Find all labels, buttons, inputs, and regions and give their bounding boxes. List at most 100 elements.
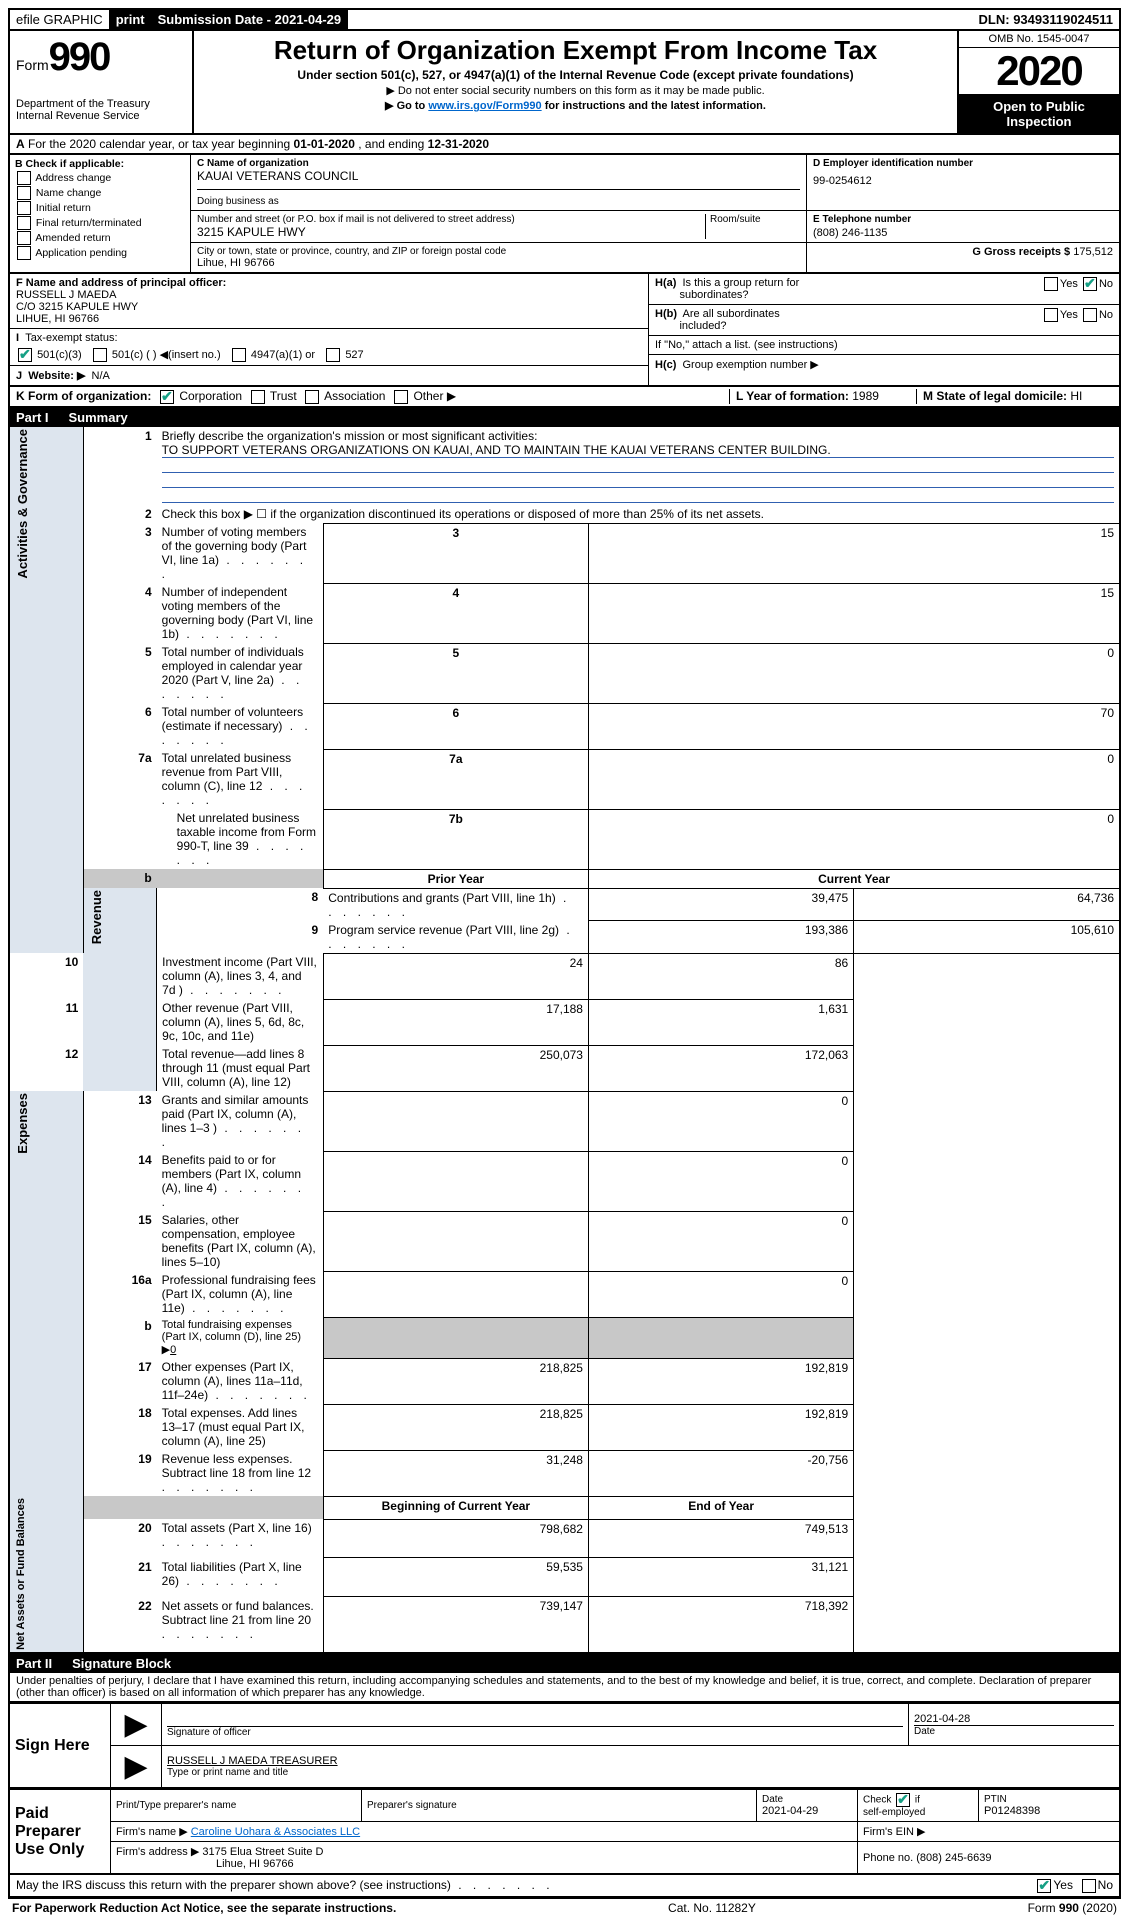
check-application-pending[interactable]: Application pending [15,246,185,260]
line11-prior: 17,188 [323,999,588,1045]
paid-preparer-block: Paid Preparer Use Only Print/Type prepar… [8,1789,1121,1875]
page-footer: For Paperwork Reduction Act Notice, see … [8,1898,1121,1917]
open-to-public: Open to Public Inspection [959,95,1119,133]
line16a-curr: 0 [588,1271,853,1317]
omb-number: OMB No. 1545-0047 [959,31,1119,48]
section-hc: H(c) Group exemption number ▶ [649,355,1119,374]
ha-no[interactable] [1083,277,1097,291]
sign-here-label: Sign Here [9,1704,111,1789]
line18-curr: 192,819 [588,1404,853,1450]
section-klm: K Form of organization: Corporation Trus… [8,387,1121,408]
dln: DLN: 93493119024511 [973,10,1119,29]
check-corporation[interactable] [160,390,174,404]
hb-yes[interactable] [1044,308,1058,322]
hb-no[interactable] [1083,308,1097,322]
check-final-return[interactable]: Final return/terminated [15,216,185,230]
check-name-change[interactable]: Name change [15,186,185,200]
check-trust[interactable] [251,390,265,404]
line22-curr: 718,392 [588,1597,853,1654]
line15-curr: 0 [588,1211,853,1271]
phone-value: (808) 246-1135 [813,227,1113,239]
line20-curr: 749,513 [588,1519,853,1558]
mission-text: TO SUPPORT VETERANS ORGANIZATIONS ON KAU… [162,443,1114,458]
check-address-change[interactable]: Address change [15,171,185,185]
line20-prior: 798,682 [323,1519,588,1558]
header-right: OMB No. 1545-0047 2020 Open to Public In… [959,31,1119,133]
instructions-link[interactable]: www.irs.gov/Form990 [428,100,541,112]
side-revenue: Revenue [89,890,104,944]
part1-header: Part I Summary [8,408,1121,427]
firm-addr1: 3175 Elua Street Suite D [202,1846,323,1858]
line11-curr: 1,631 [588,999,853,1045]
section-hb: H(b) Are all subordinates included? Yes … [649,305,1119,336]
line6-val: 70 [588,703,1120,749]
check-amended[interactable]: Amended return [15,231,185,245]
prep-date: 2021-04-29 [762,1805,852,1817]
section-b-checkboxes: B Check if applicable: Address change Na… [10,155,191,272]
tax-year: 2020 [959,48,1119,95]
check-527[interactable] [326,348,340,362]
section-ha: H(a) Is this a group return for subordin… [649,274,1119,305]
line13-curr: 0 [588,1091,853,1151]
firm-phone: (808) 245-6639 [916,1852,991,1864]
line3-val: 15 [588,523,1120,583]
sig-date: 2021-04-28 [914,1713,1114,1725]
side-governance: Activities & Governance [15,429,30,579]
firm-ein: Firm's EIN ▶ [858,1822,1121,1842]
line19-prior: 31,248 [323,1450,588,1496]
discuss-no[interactable] [1082,1879,1096,1893]
section-bcd: B Check if applicable: Address change Na… [8,155,1121,274]
check-4947[interactable] [232,348,246,362]
line5-val: 0 [588,643,1120,703]
paid-preparer-label: Paid Preparer Use Only [9,1790,111,1875]
side-netassets: Net Assets or Fund Balances [15,1498,27,1650]
discuss-row: May the IRS discuss this return with the… [8,1875,1121,1898]
line9-curr: 105,610 [854,921,1120,954]
check-initial-return[interactable]: Initial return [15,201,185,215]
line10-prior: 24 [323,953,588,999]
line17-curr: 192,819 [588,1358,853,1404]
firm-name-link[interactable]: Caroline Uohara & Associates LLC [191,1826,360,1838]
header-center: Return of Organization Exempt From Incom… [194,31,959,133]
department-label: Department of the Treasury Internal Reve… [16,98,186,122]
officer-addr1: C/O 3215 KAPULE HWY [16,301,642,313]
check-501c3[interactable] [18,348,32,362]
check-other[interactable] [394,390,408,404]
section-i: I Tax-exempt status: 501(c)(3) 501(c) ( … [10,329,648,366]
hb-note: If "No," attach a list. (see instruction… [649,336,1119,355]
org-name: KAUAI VETERANS COUNCIL [197,169,800,183]
gross-receipts: 175,512 [1073,246,1113,258]
line12-prior: 250,073 [323,1045,588,1091]
instructions-link-line: ▶ Go to www.irs.gov/Form990 for instruct… [202,99,949,112]
line22-prior: 739,147 [323,1597,588,1654]
form-number-box: Form990 Department of the Treasury Inter… [10,31,194,133]
line9-prior: 193,386 [588,921,853,954]
form-title: Return of Organization Exempt From Incom… [202,35,949,66]
year-formation: 1989 [852,389,879,403]
discuss-yes[interactable] [1037,1879,1051,1893]
typed-name: RUSSELL J MAEDA TREASURER [167,1755,1114,1767]
line8-prior: 39,475 [588,888,853,921]
state-domicile: HI [1070,389,1082,403]
line19-curr: -20,756 [588,1450,853,1496]
line21-curr: 31,121 [588,1558,853,1597]
city-state-zip: Lihue, HI 96766 [197,257,800,269]
ha-yes[interactable] [1044,277,1058,291]
privacy-note: ▶ Do not enter social security numbers o… [202,84,949,97]
check-association[interactable] [305,390,319,404]
check-501c[interactable] [93,348,107,362]
part1-table: Activities & Governance 1 Briefly descri… [8,427,1121,1654]
ein-value: 99-0254612 [813,175,1113,187]
print-button[interactable]: print [110,10,152,29]
line7b-val: 0 [588,809,1120,869]
efile-label: efile GRAPHIC [10,10,110,29]
form-header: Form990 Department of the Treasury Inter… [8,31,1121,135]
line4-val: 15 [588,583,1120,643]
officer-name: RUSSELL J MAEDA [16,289,642,301]
line21-prior: 59,535 [323,1558,588,1597]
section-cd: C Name of organization KAUAI VETERANS CO… [191,155,1119,272]
submission-date: Submission Date - 2021-04-29 [152,10,349,29]
check-self-employed[interactable] [896,1793,910,1807]
line14-curr: 0 [588,1151,853,1211]
top-bar: efile GRAPHIC print Submission Date - 20… [8,8,1121,31]
